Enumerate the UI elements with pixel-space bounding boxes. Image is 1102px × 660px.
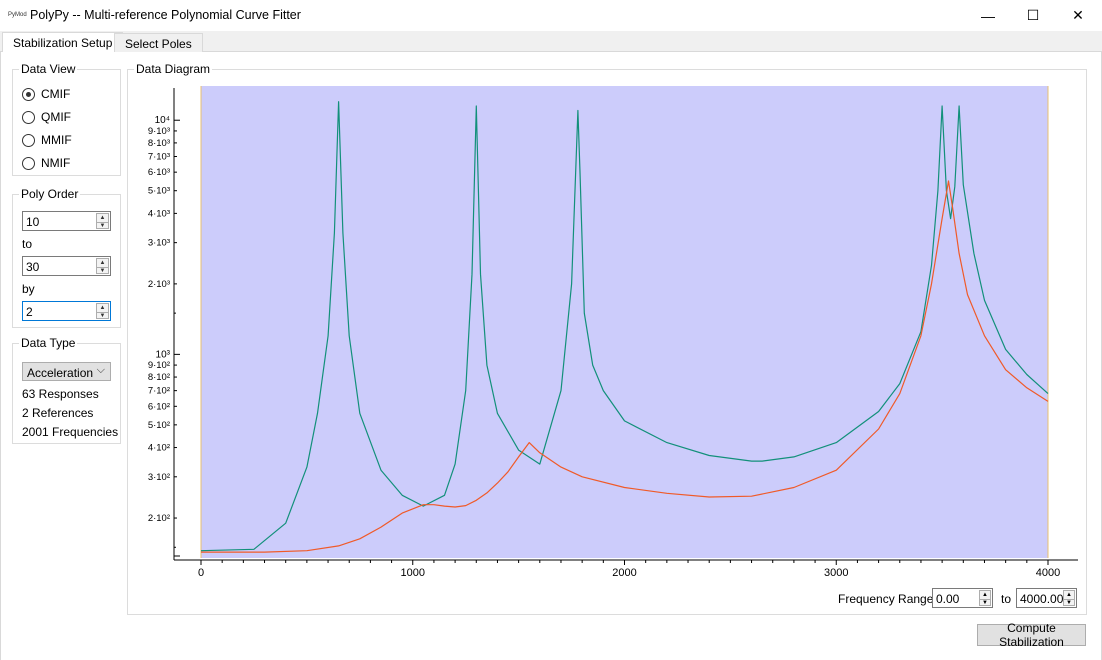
radio-label: CMIF xyxy=(41,87,71,101)
spin-arrows[interactable]: ▲ ▼ xyxy=(1063,590,1075,606)
data-type-title: Data Type xyxy=(19,336,78,350)
y-tick-label: 10⁴ xyxy=(155,115,170,126)
radio-label: QMIF xyxy=(41,110,71,124)
x-tick-label: 2000 xyxy=(612,567,636,579)
radio-mmif[interactable]: MMIF xyxy=(22,132,72,148)
y-tick-label: 8·10³ xyxy=(148,138,170,149)
spin-down-icon[interactable]: ▼ xyxy=(1064,599,1074,606)
y-tick-label: 9·10² xyxy=(148,360,170,371)
radio-qmif[interactable]: QMIF xyxy=(22,109,71,125)
poly-order-to-spinbox[interactable]: 30 ▲ ▼ xyxy=(22,256,111,276)
frequency-range-label: Frequency Range: xyxy=(838,592,937,606)
y-tick-label: 4·10² xyxy=(148,443,170,454)
window-title: PolyPy -- Multi-reference Polynomial Cur… xyxy=(30,8,301,22)
spin-up-icon[interactable]: ▲ xyxy=(982,592,988,598)
spin-down-icon[interactable]: ▼ xyxy=(980,599,990,606)
spin-up-icon[interactable]: ▲ xyxy=(99,215,106,221)
frequency-to-label: to xyxy=(1001,592,1012,606)
y-tick-label: 6·10³ xyxy=(148,167,170,178)
spinbox-value: 30 xyxy=(26,260,40,274)
responses-count: 63 Responses xyxy=(22,387,99,401)
y-tick-label: 2·10² xyxy=(148,513,170,524)
minimize-button[interactable]: — xyxy=(981,7,995,24)
y-tick-label: 3·10² xyxy=(148,472,170,483)
x-tick-label: 3000 xyxy=(824,567,848,579)
data-type-combobox[interactable]: Acceleration ⌵ xyxy=(22,362,111,381)
poly-order-to-label: to xyxy=(22,237,33,251)
compute-stabilization-button[interactable]: Compute Stabilization xyxy=(977,621,1086,649)
x-tick-label: 1000 xyxy=(401,567,425,579)
tab-bar: Stabilization Setup Select Poles xyxy=(0,32,1102,53)
plot-background xyxy=(201,86,1048,558)
chevron-down-icon[interactable]: ⌵ xyxy=(96,364,105,376)
spinbox-value: 4000.00 xyxy=(1020,592,1064,606)
spin-down-icon[interactable]: ▼ xyxy=(97,267,108,274)
spin-up-icon[interactable]: ▲ xyxy=(99,305,106,311)
spinbox-value: 10 xyxy=(26,215,40,229)
y-tick-label: 6·10² xyxy=(148,401,170,412)
y-tick-label: 7·10³ xyxy=(148,151,170,162)
frequency-to-spinbox[interactable]: 4000.00 ▲ ▼ xyxy=(1016,588,1077,608)
y-tick-label: 2·10³ xyxy=(148,279,170,290)
y-tick-label: 3·10³ xyxy=(148,238,170,249)
spin-arrows[interactable]: ▲ ▼ xyxy=(96,213,109,229)
spin-down-icon[interactable]: ▼ xyxy=(97,312,108,319)
y-tick-label: 10³ xyxy=(156,349,171,360)
radio-icon[interactable] xyxy=(22,133,35,147)
tab-stabilization-setup[interactable]: Stabilization Setup xyxy=(2,32,124,53)
spin-arrows[interactable]: ▲ ▼ xyxy=(979,590,991,606)
radio-icon[interactable] xyxy=(22,156,35,170)
y-tick-label: 7·10² xyxy=(148,386,170,397)
x-tick-label: 0 xyxy=(198,567,204,579)
y-tick-label: 5·10² xyxy=(148,420,170,431)
app-icon: PyMod xyxy=(8,12,27,18)
references-count: 2 References xyxy=(22,406,94,420)
tab-select-poles[interactable]: Select Poles xyxy=(114,33,203,53)
frequencies-count: 2001 Frequencies xyxy=(22,425,119,439)
data-diagram-title: Data Diagram xyxy=(134,62,213,76)
spin-arrows[interactable]: ▲ ▼ xyxy=(96,258,109,274)
radio-label: NMIF xyxy=(41,156,71,170)
poly-order-from-spinbox[interactable]: 10 ▲ ▼ xyxy=(22,211,111,231)
radio-icon[interactable] xyxy=(22,110,35,124)
spin-up-icon[interactable]: ▲ xyxy=(1066,592,1072,598)
series-line-2 xyxy=(201,180,1049,553)
radio-checked-icon[interactable] xyxy=(22,87,35,101)
poly-order-title: Poly Order xyxy=(19,187,81,201)
y-tick-label: 4·10³ xyxy=(148,208,170,219)
poly-order-by-spinbox[interactable]: 2 ▲ ▼ xyxy=(22,301,111,321)
close-button[interactable]: ✕ xyxy=(1072,7,1084,23)
series-line-1 xyxy=(200,101,1049,552)
radio-label: MMIF xyxy=(41,133,72,147)
spin-up-icon[interactable]: ▲ xyxy=(99,260,106,266)
poly-order-by-label: by xyxy=(22,282,35,296)
spin-arrows[interactable]: ▲ ▼ xyxy=(96,303,109,319)
spinbox-value: 2 xyxy=(26,305,33,319)
y-tick-label: 9·10³ xyxy=(148,126,170,137)
maximize-button[interactable]: ☐ xyxy=(1026,7,1040,23)
frequency-from-spinbox[interactable]: 0.00 ▲ ▼ xyxy=(932,588,993,608)
x-tick-label: 4000 xyxy=(1036,567,1060,579)
radio-nmif[interactable]: NMIF xyxy=(22,155,70,171)
title-bar: PyMod PolyPy -- Multi-reference Polynomi… xyxy=(0,0,1102,31)
radio-cmif[interactable]: CMIF xyxy=(22,86,70,102)
spinbox-value: 0.00 xyxy=(936,592,960,606)
y-tick-label: 5·10³ xyxy=(148,186,170,197)
data-view-group: Data View CMIF QMIF MMIF NMIF xyxy=(12,62,121,176)
data-type-group: Data Type Acceleration ⌵ 63 Responses 2 … xyxy=(12,336,121,444)
spin-down-icon[interactable]: ▼ xyxy=(97,222,108,229)
poly-order-group: Poly Order 10 ▲ ▼ to 30 ▲ ▼ by 2 ▲ ▼ xyxy=(12,187,121,328)
y-tick-label: 8·10² xyxy=(148,372,170,383)
combobox-value: Acceleration xyxy=(27,366,94,380)
data-view-title: Data View xyxy=(19,62,78,76)
